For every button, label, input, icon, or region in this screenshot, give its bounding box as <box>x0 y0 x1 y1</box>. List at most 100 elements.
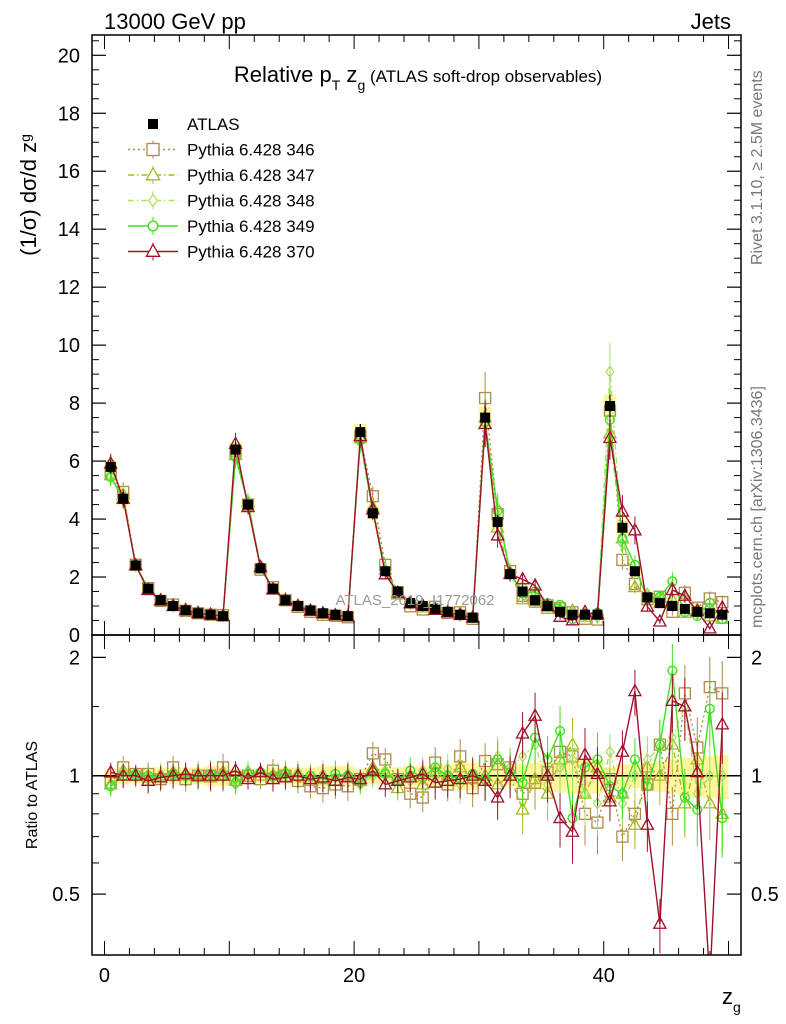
series-line <box>110 371 723 619</box>
ratio-point <box>328 772 343 786</box>
legend-marker <box>147 220 159 232</box>
data-point <box>480 412 491 423</box>
ratio-point <box>453 771 468 785</box>
legend-marker <box>145 242 161 257</box>
ratio-point <box>502 767 518 781</box>
y-tick-label: 4 <box>69 509 80 531</box>
series-point <box>652 613 668 627</box>
ratio-point <box>153 769 168 783</box>
legend-label: Pythia 6.428 347 <box>187 166 315 185</box>
legend-marker <box>145 166 161 181</box>
legend-label: Pythia 6.428 370 <box>187 243 315 262</box>
ratio-point <box>552 810 568 824</box>
ratio-point <box>228 762 243 776</box>
series-point <box>627 579 643 593</box>
data-point <box>417 601 428 612</box>
data-point <box>155 595 166 606</box>
y-tick-label: 8 <box>69 393 80 415</box>
header-left: 13000 GeV pp <box>104 9 246 34</box>
ratio-point <box>340 769 356 783</box>
ratio-series-3 <box>105 643 728 858</box>
series-point <box>490 527 505 541</box>
data-point <box>642 592 653 603</box>
atlas-data <box>105 394 728 623</box>
y-tick-label: 2 <box>69 567 80 589</box>
series-point <box>615 503 630 517</box>
ratio-point <box>540 767 555 781</box>
y-tick-label: 6 <box>69 451 80 473</box>
y-tick-label: 12 <box>58 277 80 299</box>
series-point <box>640 598 655 612</box>
x-tick-label: 40 <box>593 965 615 987</box>
data-point <box>617 522 628 533</box>
ratio-point <box>303 771 318 785</box>
data-point <box>592 609 603 620</box>
ratio-point <box>265 771 281 785</box>
data-point <box>430 603 441 614</box>
ratio-point <box>640 816 655 830</box>
ratio-point <box>592 796 603 811</box>
ratio-point <box>629 754 641 765</box>
y-tick-label: 0 <box>69 625 80 647</box>
ratio-y-axis-label: Ratio to ATLAS <box>24 741 41 849</box>
ratio-point <box>704 975 716 986</box>
ratio-point <box>178 766 193 780</box>
series-point <box>515 591 530 605</box>
legend: ATLAS Pythia 6.428 346 Pythia 6.428 347 Pyt… <box>128 115 315 262</box>
series-point <box>665 582 680 596</box>
ratio-point <box>554 725 566 737</box>
data-point <box>555 606 566 617</box>
legend-label: Pythia 6.428 346 <box>187 141 315 160</box>
ratio-y-tick-label: 1 <box>69 766 80 788</box>
ratio-y-tick-label-right: 1 <box>751 766 762 788</box>
watermark: ATLAS_2019_I1772062 <box>335 592 494 609</box>
ratio-point <box>527 771 543 785</box>
rivet-label: Rivet 3.1.10, ≥ 2.5M events <box>749 70 766 265</box>
series-point <box>515 571 530 585</box>
ratio-point <box>565 823 580 837</box>
data-point <box>255 563 266 574</box>
series-point <box>702 620 717 634</box>
ratio-point <box>315 769 331 783</box>
ratio-y-tick-label: 0.5 <box>52 884 80 906</box>
ratio-point <box>652 767 668 781</box>
ratio-point <box>705 769 715 783</box>
ratio-point <box>490 789 505 803</box>
data-point <box>130 560 141 571</box>
ratio-point <box>365 762 380 776</box>
data-point <box>467 612 478 623</box>
series-point <box>602 430 618 444</box>
legend-marker <box>148 193 158 208</box>
legend-label: Pythia 6.428 349 <box>187 217 315 236</box>
data-point <box>193 608 204 619</box>
legend-marker <box>148 119 158 129</box>
ratio-frame <box>91 634 742 956</box>
ratio-point <box>602 793 618 807</box>
ratio-point <box>515 801 530 815</box>
series-point <box>677 587 692 601</box>
data-point <box>218 611 229 622</box>
ratio-point <box>517 777 528 788</box>
ratio-point <box>390 772 405 786</box>
ratio-point <box>515 725 530 739</box>
data-point <box>629 566 640 577</box>
data-point <box>330 609 341 620</box>
data-point <box>205 609 216 620</box>
data-point <box>180 605 191 616</box>
data-point <box>492 516 503 527</box>
ratio-point <box>253 764 268 778</box>
data-point <box>355 427 366 438</box>
data-point <box>667 601 678 612</box>
series-1 <box>103 393 730 624</box>
data-point <box>692 606 703 617</box>
series-point <box>477 416 493 430</box>
ratio-point <box>627 683 643 697</box>
ratio-point <box>567 752 578 767</box>
ratio-point <box>555 760 565 774</box>
data-point <box>317 608 328 619</box>
y-tick-label: 18 <box>58 103 80 125</box>
data-point <box>567 609 578 620</box>
series-point <box>627 522 643 536</box>
data-point <box>654 598 665 609</box>
ratio-point <box>465 767 480 781</box>
